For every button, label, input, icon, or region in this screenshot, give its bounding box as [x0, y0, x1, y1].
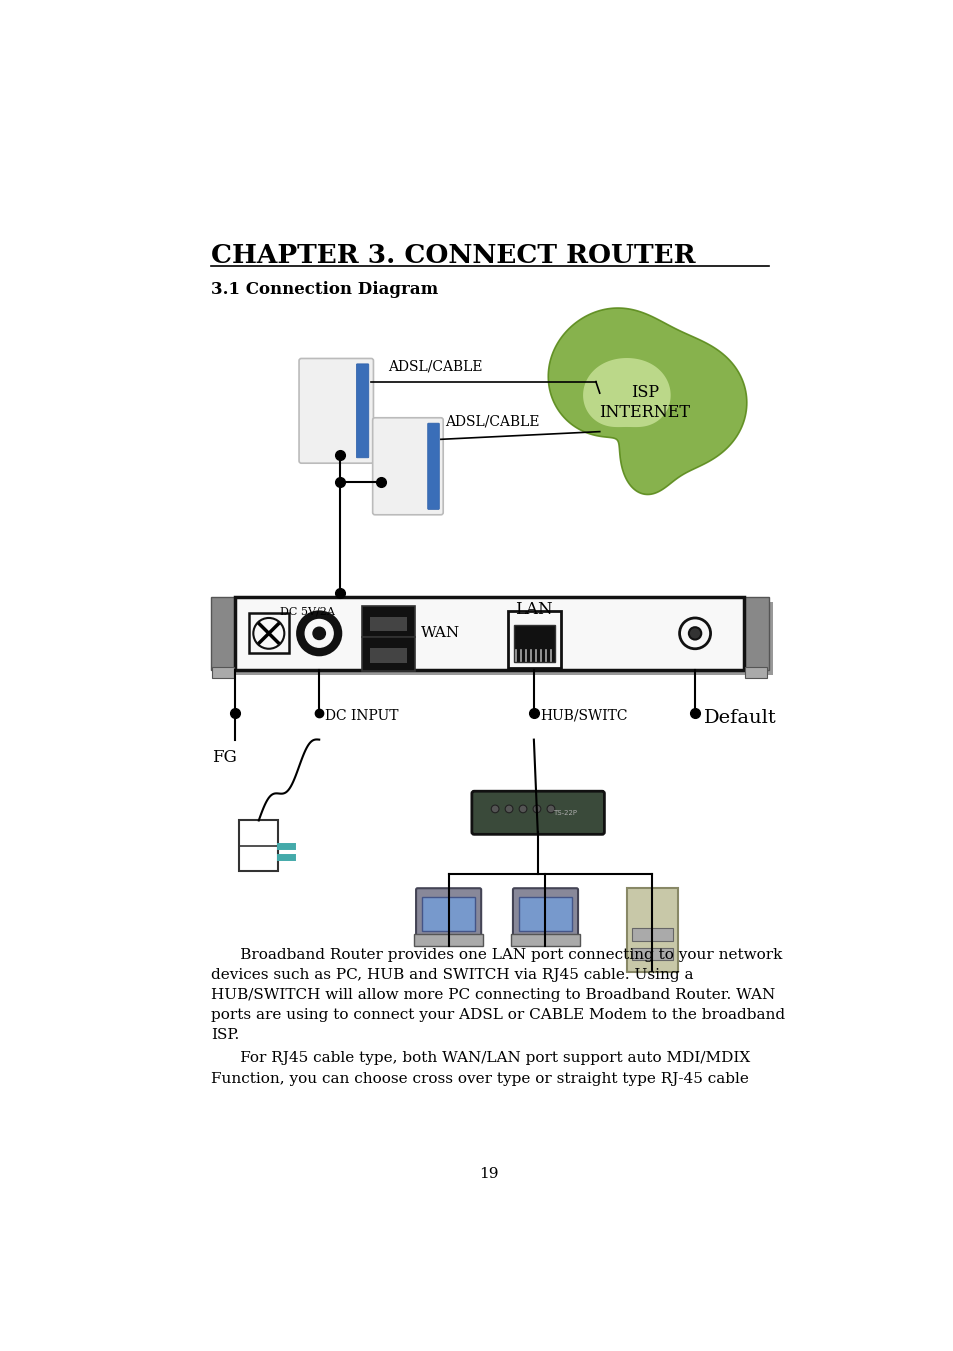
FancyBboxPatch shape: [518, 897, 571, 931]
FancyBboxPatch shape: [239, 820, 278, 870]
Circle shape: [253, 617, 284, 648]
Text: 19: 19: [478, 1167, 498, 1181]
Text: DC 5V/2A: DC 5V/2A: [280, 607, 335, 616]
FancyBboxPatch shape: [510, 935, 579, 946]
FancyBboxPatch shape: [632, 928, 672, 940]
Text: ADSL/CABLE: ADSL/CABLE: [388, 359, 482, 373]
Text: LAN: LAN: [515, 601, 552, 617]
Text: Default: Default: [703, 709, 777, 727]
FancyBboxPatch shape: [416, 888, 480, 936]
Text: WAN: WAN: [420, 627, 459, 640]
Text: Broadband Router provides one LAN port connecting to your network
devices such a: Broadband Router provides one LAN port c…: [211, 947, 784, 1042]
Text: For RJ45 cable type, both WAN/LAN port support auto MDI/MDIX
Function, you can c: For RJ45 cable type, both WAN/LAN port s…: [211, 1051, 749, 1085]
Circle shape: [679, 617, 710, 648]
Text: ADSL/CABLE: ADSL/CABLE: [444, 415, 538, 428]
FancyBboxPatch shape: [414, 935, 483, 946]
Circle shape: [505, 805, 513, 813]
Text: ISP
INTERNET: ISP INTERNET: [598, 384, 689, 420]
FancyBboxPatch shape: [361, 638, 415, 671]
FancyBboxPatch shape: [249, 613, 289, 654]
FancyBboxPatch shape: [472, 792, 604, 835]
FancyBboxPatch shape: [298, 358, 373, 463]
FancyBboxPatch shape: [211, 597, 235, 670]
Text: TS-22P: TS-22P: [553, 809, 577, 816]
FancyBboxPatch shape: [369, 648, 406, 663]
FancyBboxPatch shape: [513, 626, 555, 662]
Circle shape: [491, 805, 498, 813]
Text: FG: FG: [212, 748, 236, 766]
FancyBboxPatch shape: [361, 607, 415, 638]
FancyBboxPatch shape: [373, 417, 443, 515]
FancyBboxPatch shape: [422, 897, 475, 931]
FancyBboxPatch shape: [513, 888, 578, 936]
Text: 3.1 Connection Diagram: 3.1 Connection Diagram: [211, 281, 437, 299]
Polygon shape: [548, 308, 746, 494]
FancyBboxPatch shape: [744, 667, 766, 678]
FancyBboxPatch shape: [235, 597, 743, 670]
FancyBboxPatch shape: [215, 601, 773, 676]
Circle shape: [313, 627, 325, 639]
Text: CHAPTER 3. CONNECT ROUTER: CHAPTER 3. CONNECT ROUTER: [211, 243, 695, 267]
Circle shape: [533, 805, 540, 813]
Circle shape: [546, 805, 555, 813]
Text: HUB/SWITC: HUB/SWITC: [539, 709, 627, 723]
FancyBboxPatch shape: [356, 363, 369, 458]
FancyBboxPatch shape: [626, 888, 678, 973]
FancyBboxPatch shape: [369, 617, 406, 631]
FancyBboxPatch shape: [743, 597, 768, 670]
FancyBboxPatch shape: [507, 611, 560, 667]
Circle shape: [305, 620, 333, 647]
Text: DC INPUT: DC INPUT: [325, 709, 398, 723]
Circle shape: [297, 612, 340, 655]
FancyBboxPatch shape: [427, 423, 439, 509]
FancyBboxPatch shape: [632, 947, 672, 959]
Circle shape: [688, 627, 700, 639]
Polygon shape: [582, 358, 670, 427]
Circle shape: [518, 805, 526, 813]
FancyBboxPatch shape: [212, 667, 233, 678]
